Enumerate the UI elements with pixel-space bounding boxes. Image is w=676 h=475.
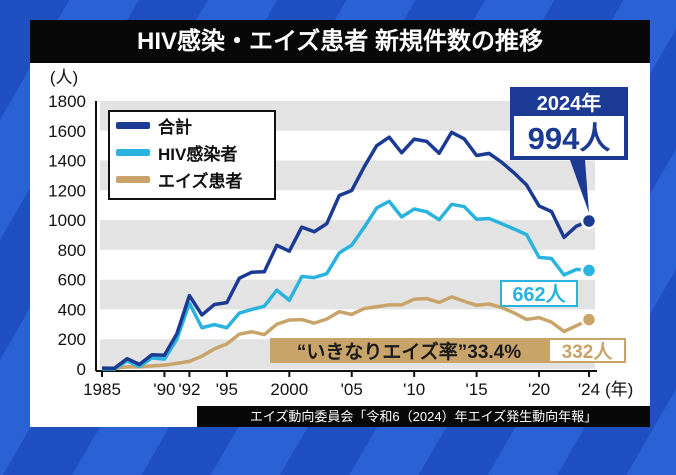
endpoint-marker-aids (580, 311, 598, 328)
series-line-total (101, 130, 590, 371)
legend-swatch (116, 122, 150, 129)
aids-rate-banner (270, 338, 548, 363)
series-line-hiv (102, 199, 590, 371)
y-tick-label: 1200 (48, 181, 86, 200)
endpoint-marker-hiv (580, 262, 598, 279)
y-tick-label: 0 (77, 360, 86, 379)
aids-callout-box (548, 338, 626, 363)
x-axis-unit: (年) (605, 380, 633, 399)
total-callout-value: 994人 (528, 121, 611, 156)
x-tick-label: 2000 (270, 380, 308, 399)
legend-item-total: 合計 (116, 112, 274, 139)
y-tick-label: 600 (58, 271, 86, 290)
aids-rate-text: “いきなりエイズ率”33.4% (297, 340, 521, 363)
x-tick-label: '10 (403, 380, 425, 399)
endpoint-marker-total (580, 212, 598, 230)
y-tick-label: 400 (58, 300, 86, 319)
x-tick-label: '90 (153, 380, 175, 399)
total-callout-year: 2024年 (537, 91, 602, 115)
x-tick-label: '95 (216, 380, 238, 399)
chart-title: HIV感染・エイズ患者 新規件数の推移 (30, 20, 650, 63)
aids-callout-value: 332人 (562, 341, 614, 363)
legend-label: 合計 (158, 118, 192, 137)
y-tick-label: 1600 (48, 122, 86, 141)
y-tick-label: 200 (58, 330, 86, 349)
x-tick-label: '05 (341, 380, 363, 399)
x-tick-label: '20 (528, 380, 550, 399)
hiv-callout-value: 662人 (512, 283, 566, 306)
x-tick-label: 1985 (83, 380, 121, 399)
x-tick-label: '15 (466, 380, 488, 399)
x-tick-label: '92 (178, 380, 200, 399)
grid-band (100, 220, 595, 250)
legend-item-aids: エイズ患者 (116, 166, 274, 193)
legend-swatch (116, 149, 150, 156)
legend: 合計 HIV感染者 エイズ患者 (108, 110, 276, 200)
total-callout-pointer (570, 160, 589, 214)
legend-swatch (116, 176, 150, 183)
legend-label: HIV感染者 (158, 145, 238, 164)
source-note: エイズ動向委員会「令和6（2024）年エイズ発生動向年報」 (197, 406, 650, 427)
total-callout-inner (514, 116, 624, 156)
legend-item-hiv: HIV感染者 (116, 139, 274, 166)
y-tick-label: 1400 (48, 152, 86, 171)
y-tick-label: 1800 (48, 92, 86, 111)
y-axis-unit: (人) (50, 68, 78, 87)
hiv-callout-box (500, 280, 578, 307)
legend-label: エイズ患者 (158, 172, 243, 191)
series-line-aids (101, 295, 590, 371)
y-tick-label: 800 (58, 241, 86, 260)
y-tick-label: 1000 (48, 211, 86, 230)
x-tick-label: '24 (578, 380, 600, 399)
